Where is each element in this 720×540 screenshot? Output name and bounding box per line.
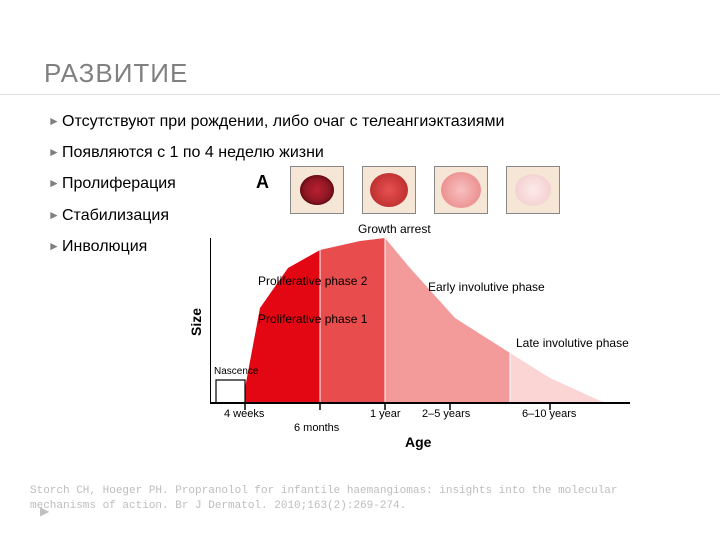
y-axis-label: Size [188,308,204,336]
hemangioma-phase-chart: Size Age Nascence Proliferative phase 1 … [210,238,640,428]
list-item: ►Появляются с 1 по 4 неделю жизни [48,139,504,166]
tick-6months: 6 months [294,422,339,434]
lesion-icon [300,175,334,205]
lesion-thumb-4 [506,166,560,214]
triangle-icon: ► [48,173,62,193]
late-inv-area [510,353,605,403]
early-inv-area [385,238,510,403]
chart-svg [210,238,640,428]
prolif2-label: Proliferative phase 2 [258,274,367,288]
lesion-thumb-1 [290,166,344,214]
tick-6-10years: 6–10 years [522,408,576,420]
bullet-text: Стабилизация [62,207,169,224]
x-axis-label: Age [405,434,431,450]
lesion-icon [370,173,408,207]
prolif1-area [245,250,320,403]
triangle-icon: ► [48,142,62,162]
list-item: ►Отсутствуют при рождении, либо очаг с т… [48,108,504,135]
tick-4weeks: 4 weeks [224,408,264,420]
citation-text: Storch CH, Hoeger PH. Propranolol for in… [30,484,670,514]
nascence-label: Nascence [214,366,258,377]
lesion-icon [441,172,481,208]
late-inv-label: Late involutive phase [516,336,629,350]
lesion-thumb-2 [362,166,416,214]
prolif1-label: Proliferative phase 1 [258,312,367,326]
early-inv-label: Early involutive phase [428,280,545,294]
triangle-icon: ► [48,236,62,256]
footer-triangle-icon: ▶ [40,504,49,518]
bullet-text: Инволюция [62,238,147,255]
triangle-icon: ► [48,111,62,131]
title-underline [0,94,720,95]
triangle-icon: ► [48,205,62,225]
slide-title: РАЗВИТИЕ [44,58,188,89]
tick-2-5years: 2–5 years [422,408,470,420]
panel-label: A [256,172,269,193]
bullet-text: Пролиферация [62,175,176,192]
bullet-text: Появляются с 1 по 4 неделю жизни [62,144,324,161]
lesion-icon [515,174,551,206]
tick-1year: 1 year [370,408,401,420]
lesion-thumb-3 [434,166,488,214]
nascence-box [216,380,245,403]
bullet-text: Отсутствуют при рождении, либо очаг с те… [62,113,504,130]
growth-arrest-label: Growth arrest [358,222,431,236]
